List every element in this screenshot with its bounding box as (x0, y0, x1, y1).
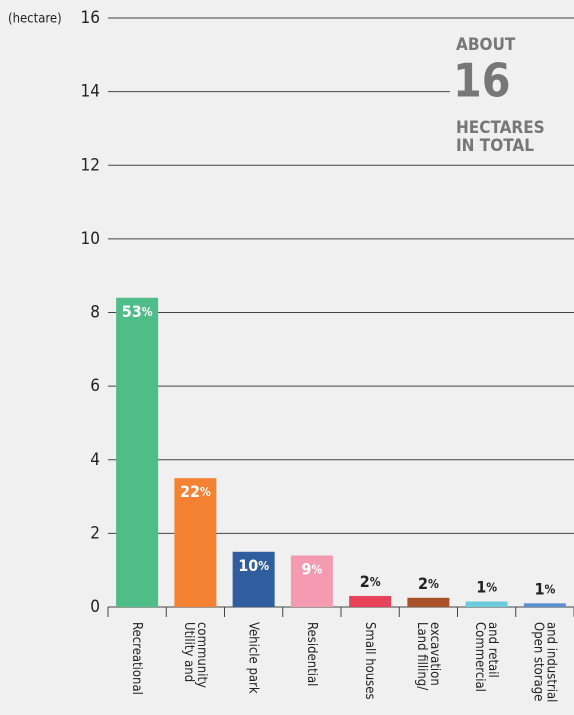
value-label: 22% (180, 482, 211, 501)
annotation-text: ABOUT (456, 35, 516, 55)
y-tick-label: 6 (90, 376, 100, 396)
y-tick-label: 14 (81, 82, 100, 102)
x-tick-label: Land filling/excavation (414, 622, 442, 690)
y-tick-label: 8 (90, 303, 100, 323)
value-label: 1% (476, 577, 497, 596)
y-tick-label: 4 (90, 450, 100, 470)
y-tick-label: 2 (90, 523, 100, 543)
x-tick-label: Recreational (130, 622, 145, 695)
bar (465, 601, 508, 607)
x-tick-label: Small houses (363, 622, 378, 700)
bar (407, 597, 450, 607)
annotation-bg (450, 30, 574, 160)
x-tick-label: Vehicle park (246, 622, 261, 694)
x-tick-label: Commercialand retail (473, 622, 501, 692)
y-axis-label: (hectare) (8, 12, 62, 27)
bar (116, 297, 159, 607)
value-label: 9% (301, 559, 322, 578)
y-tick-label: 16 (81, 8, 100, 28)
value-label: 2% (360, 571, 381, 590)
value-label: 10% (238, 555, 269, 574)
y-tick-label: 0 (90, 597, 100, 617)
x-tick-label: Residential (304, 622, 319, 686)
bar (232, 551, 275, 607)
value-label: 2% (418, 573, 439, 592)
y-tick-label: 10 (81, 229, 100, 249)
value-label: 1% (534, 579, 555, 598)
annotation-number: 16 (453, 54, 511, 108)
bar (290, 555, 333, 607)
bar (523, 603, 566, 607)
annotation-text: HECTARES (456, 118, 545, 138)
bar (349, 595, 392, 607)
annotation-text: IN TOTAL (456, 136, 534, 156)
y-tick-label: 12 (81, 155, 100, 175)
x-tick-label: Open storageand industrial (531, 622, 559, 702)
x-tick-label: Utility andcommunity (181, 622, 209, 688)
value-label: 53% (122, 301, 153, 320)
bar (174, 478, 217, 607)
